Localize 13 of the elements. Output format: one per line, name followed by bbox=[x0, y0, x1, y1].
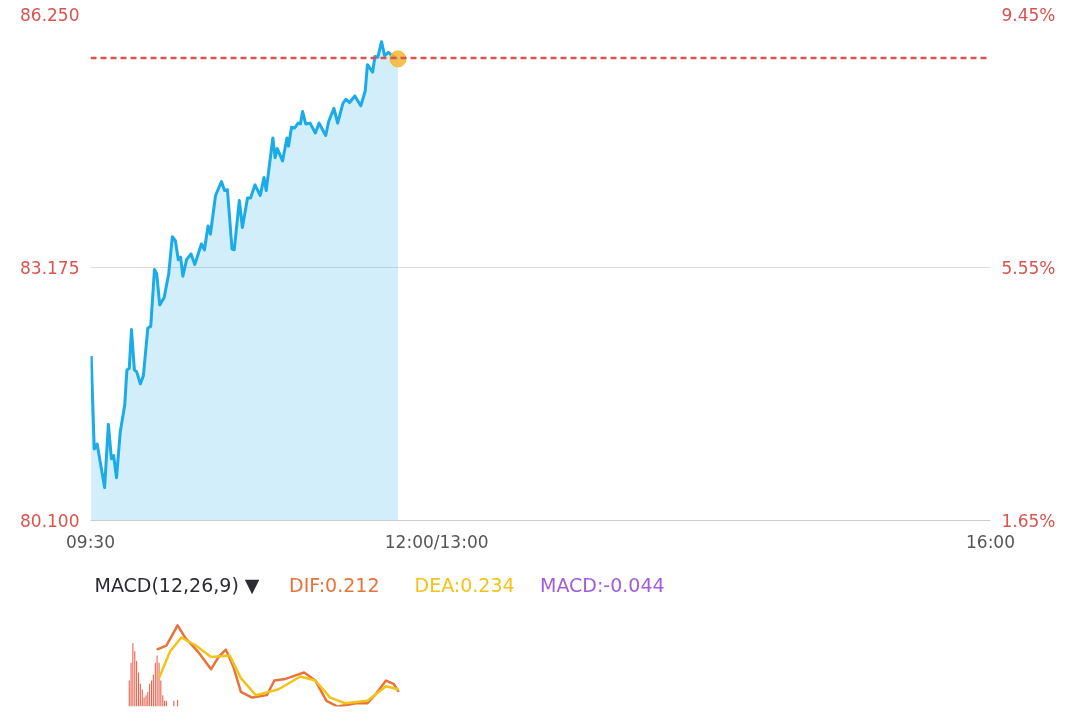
y2-tick-label: 9.45% bbox=[1001, 4, 1056, 25]
text: MACD:-0.044 bbox=[540, 574, 665, 597]
y2-tick-label: 1.65% bbox=[1001, 510, 1056, 531]
x-tick-label: 09:30 bbox=[66, 531, 115, 552]
y-tick-label: 86.250 bbox=[20, 5, 80, 25]
text: DIF:0.212 bbox=[289, 574, 380, 597]
y-tick-label: 80.100 bbox=[20, 511, 80, 531]
chart-title: MACD(12,26,9) ▼ bbox=[94, 574, 260, 597]
y2-tick-label: 5.55% bbox=[1001, 257, 1056, 278]
x-tick-label: 16:00 bbox=[966, 531, 1015, 552]
text: DEA:0.234 bbox=[414, 574, 515, 597]
x-tick-label: 12:00/13:00 bbox=[384, 531, 489, 552]
y-tick-label: 83.175 bbox=[20, 258, 80, 278]
